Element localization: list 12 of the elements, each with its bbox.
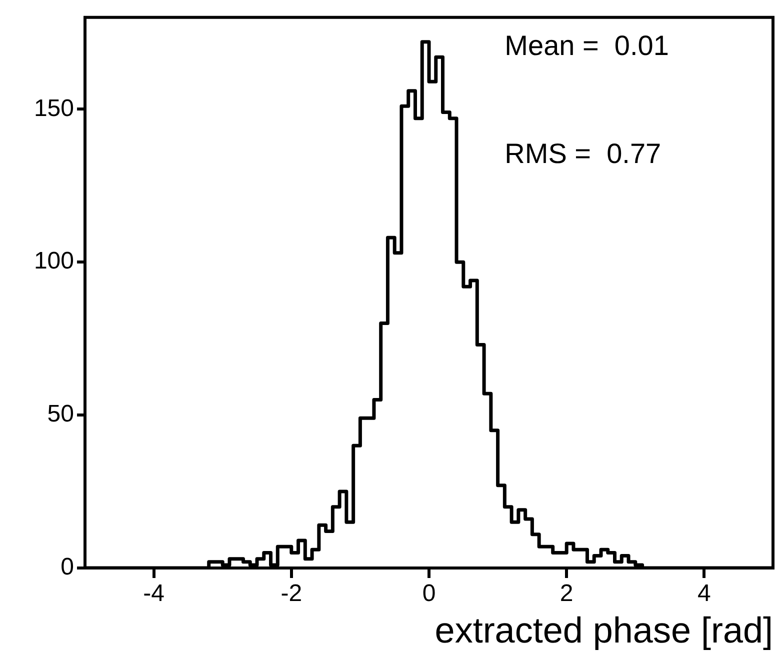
annotation: RMS = 0.77 <box>504 138 662 170</box>
x-tick-label: 4 <box>698 580 711 608</box>
y-tick-label: 100 <box>34 248 74 275</box>
y-tick-label: 150 <box>34 94 74 122</box>
annotation: Mean = 0.01 <box>504 30 669 62</box>
x-axis-title: extracted phase [rad] <box>434 609 773 650</box>
x-tick-label: 2 <box>560 580 574 608</box>
x-tick-label: -2 <box>280 580 302 608</box>
x-tick-label: 0 <box>422 580 436 608</box>
y-tick-label: 0 <box>60 554 74 581</box>
y-tick-label: 50 <box>47 400 74 428</box>
x-tick-label: -4 <box>143 580 164 608</box>
